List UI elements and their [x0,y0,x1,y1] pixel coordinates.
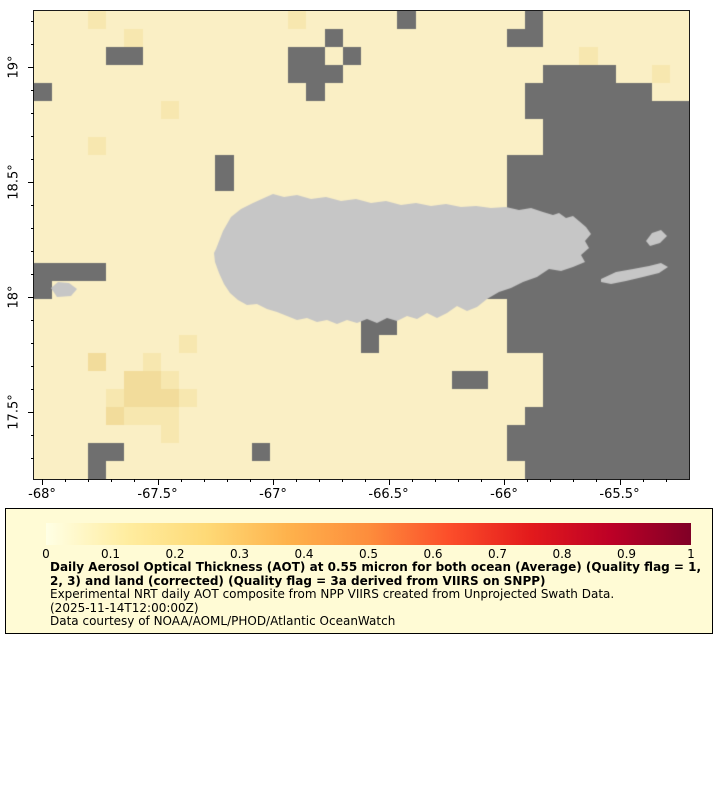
y-minor-tick [31,21,34,22]
map-panel [33,10,690,480]
y-minor-tick [31,458,34,459]
y-minor-tick [31,90,34,91]
caption: Daily Aerosol Optical Thickness (AOT) at… [50,560,702,629]
colorbar-tick-label: 0.3 [229,547,250,561]
x-minor-tick [65,479,67,482]
x-minor-tick [411,479,413,482]
x-tick [388,479,390,485]
x-minor-tick [88,479,90,482]
colorbar-tick-label: 0.9 [616,547,637,561]
caption-title-line1: Daily Aerosol Optical Thickness (AOT) at… [50,560,702,574]
x-minor-tick [457,479,459,482]
x-minor-tick [111,479,113,482]
y-tick [28,182,34,183]
y-tick-label: 17.5° [6,394,22,430]
y-minor-tick [31,389,34,390]
x-tick [157,479,159,485]
colorbar-tick-label: 0.7 [487,547,508,561]
x-minor-tick [203,479,205,482]
caption-note: Experimental NRT daily AOT composite fro… [50,587,615,601]
x-minor-tick [480,479,482,482]
x-minor-tick [342,479,344,482]
x-tick-label: -67° [259,487,287,502]
colorbar-tick-label: 0.4 [294,547,314,561]
x-tick [504,479,505,485]
y-tick [28,412,34,413]
y-tick [28,67,34,68]
caption-timestamp: (2025-11-14T12:00:00Z) [50,600,199,615]
y-minor-tick [31,136,34,137]
x-tick [273,479,274,485]
y-tick-label: 19° [6,55,22,79]
y-tick [28,297,34,298]
map-canvas [34,11,689,479]
y-minor-tick [31,251,34,252]
y-minor-tick [31,366,34,367]
x-minor-tick [573,479,575,482]
x-minor-tick [527,479,529,482]
x-minor-tick [550,479,552,482]
colorbar-tick-label: 0.5 [358,547,379,561]
x-minor-tick [226,479,228,482]
y-minor-tick [31,274,34,275]
colorbar-tick-label: 0 [42,547,50,561]
x-minor-tick [665,479,667,482]
x-minor-tick [434,479,436,482]
colorbar-tick-label: 0.6 [423,547,443,561]
x-minor-tick [596,479,598,482]
colorbar-tick-label: 1 [687,547,695,561]
y-minor-tick [31,435,34,436]
x-minor-tick [180,479,182,482]
x-tick-label: -66° [490,487,518,502]
y-axis: 19° 18.5° 18° 17.5° [0,10,34,478]
y-minor-tick [31,320,34,321]
x-minor-tick [134,479,136,482]
y-minor-tick [31,205,34,206]
x-minor-tick [296,479,298,482]
x-tick-label: -67.5° [137,487,178,502]
x-minor-tick [365,479,367,482]
x-tick [42,479,43,485]
legend-box: 0 0.1 0.2 0.3 0.4 0.5 0.6 0.7 0.8 0.9 1 Daily Aero… [5,508,713,634]
x-axis: -68° -67.5° -67° -66.5° -66° -65.5° [28,479,688,505]
caption-title-line2: 2, 3) and land (corrected) (Quality flag… [50,573,546,588]
x-tick-label: -65.5° [599,487,640,502]
y-minor-tick [31,228,34,229]
x-minor-tick [249,479,251,482]
x-minor-tick [642,479,644,482]
x-tick-label: -68° [28,487,56,502]
x-minor-tick [319,479,321,482]
y-minor-tick [31,113,34,114]
colorbar-labels: 0 0.1 0.2 0.3 0.4 0.5 0.6 0.7 0.8 0.9 1 [42,547,695,561]
y-tick-label: 18.5° [6,164,22,200]
colorbar [46,523,691,545]
colorbar-tick-label: 0.2 [165,547,185,561]
caption-credit: Data courtesy of NOAA/AOML/PHOD/Atlantic… [50,614,396,628]
x-tick [619,479,621,485]
colorbar-tick-label: 0.1 [100,547,121,561]
y-tick-label: 18° [6,285,22,309]
colorbar-tick-label: 0.8 [552,547,572,561]
y-minor-tick [31,343,34,344]
y-minor-tick [31,44,34,45]
x-tick-label: -66.5° [368,487,409,502]
y-minor-tick [31,159,34,160]
